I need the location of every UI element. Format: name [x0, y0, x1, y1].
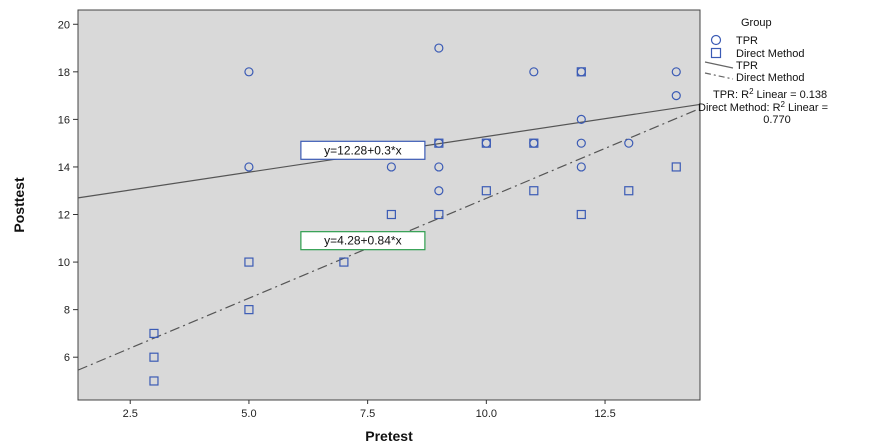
point-direct-method	[671, 162, 681, 172]
point-tpr	[671, 67, 681, 77]
x-tick-label: 5.0	[241, 408, 256, 420]
point-tpr	[434, 43, 444, 53]
point-tpr	[576, 162, 586, 172]
legend-r2-tpr: TPR: R2 Linear = 0.138	[713, 87, 827, 101]
equation-labels: y=12.28+0.3*x y=4.28+0.84*x	[300, 140, 426, 251]
r2-tpr-prefix: TPR: R	[713, 89, 749, 101]
equation-label-direct-method: y=4.28+0.84*x	[324, 234, 401, 248]
point-direct-method	[576, 209, 586, 220]
y-tick-label: 10	[58, 257, 70, 269]
x-axis-title: Pretest	[365, 428, 413, 444]
legend-dashdot-line-icon	[704, 72, 734, 80]
legend-item-dm-line: Direct Method	[736, 72, 804, 84]
point-direct-method	[149, 328, 159, 339]
legend-r2-dm: Direct Method: R2 Linear =	[698, 100, 828, 114]
y-tick-label: 18	[58, 67, 70, 79]
point-direct-method	[434, 209, 444, 220]
x-tick-label: 7.5	[360, 408, 375, 420]
y-axis-title: Posttest	[11, 177, 27, 233]
legend-title: Group	[741, 17, 772, 29]
point-tpr	[671, 91, 681, 101]
point-direct-method	[576, 67, 586, 77]
point-direct-method	[149, 376, 159, 386]
r2-dm-sup: 2	[781, 100, 786, 109]
r2-tpr-value: Linear = 0.138	[757, 89, 828, 101]
legend-solid-line-icon	[704, 61, 734, 69]
legend-circle-icon	[710, 34, 722, 46]
r2-tpr-sup: 2	[749, 87, 754, 96]
x-tick-label: 2.5	[123, 408, 138, 420]
y-tick-label: 6	[64, 352, 70, 364]
legend-item-tpr-line: TPR	[736, 60, 758, 72]
legend: Group TPR Direct Method TPR Direct Metho…	[698, 17, 828, 126]
point-tpr	[624, 138, 634, 148]
y-tick-label: 8	[64, 305, 70, 317]
point-tpr	[434, 162, 444, 172]
plot-background	[77, 9, 701, 401]
point-direct-method	[529, 186, 539, 196]
point-tpr	[244, 162, 254, 172]
x-tick-label: 12.5	[594, 408, 615, 420]
equation-box-tpr	[300, 140, 426, 160]
y-tick-label: 14	[58, 162, 70, 174]
point-direct-method	[244, 305, 254, 315]
data-points	[149, 43, 681, 386]
r2-dm-prefix: Direct Method: R	[698, 102, 781, 114]
point-direct-method	[481, 138, 491, 148]
r2-dm-value: Linear =	[788, 102, 828, 114]
equation-label-tpr: y=12.28+0.3*x	[324, 143, 401, 157]
y-axis: 6 8 10 12 14 16 18 20	[58, 19, 78, 364]
legend-r2-dm-value2: 0.770	[763, 114, 791, 126]
point-direct-method	[481, 186, 491, 196]
point-direct-method	[244, 257, 254, 267]
point-tpr	[434, 186, 444, 196]
fit-line-direct-method	[77, 107, 701, 371]
point-direct-method	[624, 186, 634, 196]
point-tpr	[529, 67, 539, 77]
equation-box-direct-method	[300, 231, 426, 251]
legend-item-dm-marker: Direct Method	[736, 48, 804, 60]
point-tpr	[576, 114, 586, 124]
y-tick-label: 20	[58, 19, 70, 31]
legend-square-icon	[710, 47, 722, 59]
point-direct-method	[386, 209, 396, 220]
legend-item-tpr-marker: TPR	[736, 35, 758, 47]
point-tpr	[576, 138, 586, 148]
point-tpr	[244, 67, 254, 77]
point-direct-method	[529, 138, 539, 148]
x-tick-label: 10.0	[476, 408, 497, 420]
y-tick-label: 16	[58, 114, 70, 126]
point-direct-method	[434, 138, 444, 148]
y-tick-label: 12	[58, 210, 70, 222]
point-tpr	[386, 162, 396, 172]
point-direct-method	[149, 352, 159, 362]
point-direct-method	[339, 257, 349, 267]
x-axis: 2.5 5.0 7.5 10.0 12.5	[123, 400, 616, 420]
